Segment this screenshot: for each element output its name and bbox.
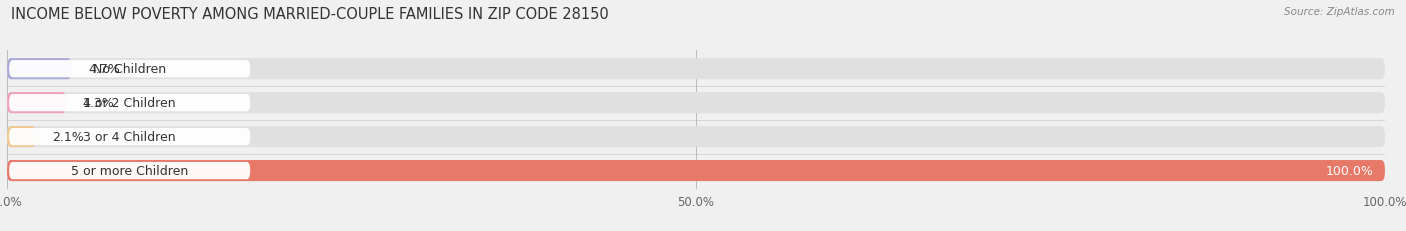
Text: 1 or 2 Children: 1 or 2 Children <box>83 97 176 110</box>
FancyBboxPatch shape <box>7 59 1385 80</box>
FancyBboxPatch shape <box>7 93 66 114</box>
Text: 2.1%: 2.1% <box>52 131 84 143</box>
Text: 4.7%: 4.7% <box>89 63 120 76</box>
FancyBboxPatch shape <box>7 160 1385 181</box>
FancyBboxPatch shape <box>7 127 1385 148</box>
FancyBboxPatch shape <box>7 127 37 148</box>
Text: 100.0%: 100.0% <box>1326 164 1374 177</box>
FancyBboxPatch shape <box>8 128 250 146</box>
Text: 5 or more Children: 5 or more Children <box>72 164 188 177</box>
FancyBboxPatch shape <box>8 95 250 112</box>
FancyBboxPatch shape <box>7 160 1385 181</box>
FancyBboxPatch shape <box>8 162 250 179</box>
Text: INCOME BELOW POVERTY AMONG MARRIED-COUPLE FAMILIES IN ZIP CODE 28150: INCOME BELOW POVERTY AMONG MARRIED-COUPL… <box>11 7 609 22</box>
FancyBboxPatch shape <box>7 59 72 80</box>
Text: 4.3%: 4.3% <box>83 97 114 110</box>
Text: Source: ZipAtlas.com: Source: ZipAtlas.com <box>1284 7 1395 17</box>
Text: No Children: No Children <box>93 63 166 76</box>
FancyBboxPatch shape <box>8 61 250 78</box>
FancyBboxPatch shape <box>7 93 1385 114</box>
Text: 3 or 4 Children: 3 or 4 Children <box>83 131 176 143</box>
